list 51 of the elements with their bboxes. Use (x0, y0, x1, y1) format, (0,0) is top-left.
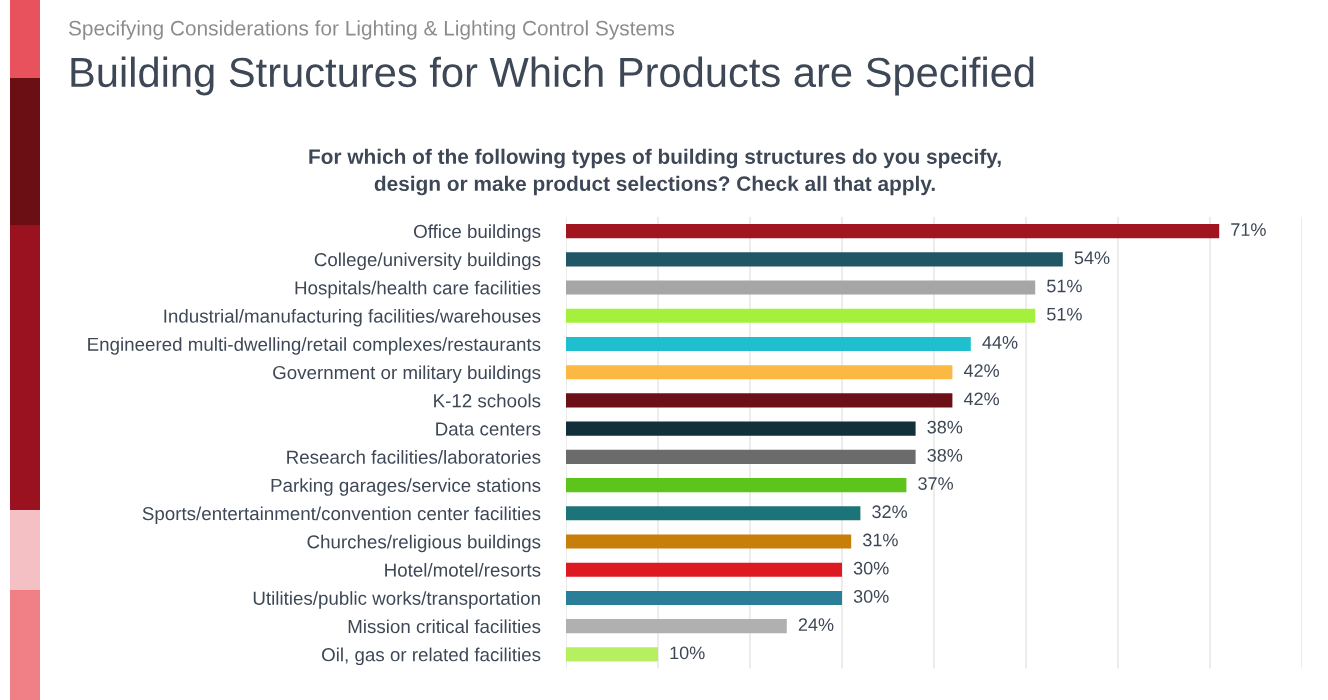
data-label: 32% (872, 505, 908, 519)
data-label: 38% (927, 448, 963, 462)
y-tick-label: Oil, gas or related facilities (322, 647, 541, 666)
bar (566, 224, 1220, 239)
bar (566, 308, 1036, 323)
y-tick-label: Sports/entertainment/convention center facilities (142, 506, 541, 524)
data-label: 42% (963, 392, 1000, 406)
bar (566, 506, 861, 521)
bar (566, 393, 953, 408)
data-label: 37% (918, 477, 954, 490)
y-tick-label: Parking garages/service stations (271, 478, 541, 496)
y-tick-label: College/university buildings (314, 252, 541, 271)
y-tick-label: Churches/religious buildings (307, 534, 541, 553)
bar (566, 449, 916, 464)
y-tick-label: Industrial/manufacturing facilities/warehouses (164, 308, 541, 327)
y-tick-label: Engineered multi-dwelling/retail complexes/restaurants (88, 337, 541, 355)
y-tick-label: Data centers (436, 422, 541, 436)
bar (566, 590, 842, 606)
data-label: 31% (863, 533, 898, 547)
y-tick-label: Mission critical facilities (348, 619, 541, 634)
data-label: 71% (1231, 223, 1266, 236)
y-tick-label: Hospitals/health care facilities (295, 280, 541, 299)
data-label: 30% (853, 590, 889, 603)
data-label: 38% (927, 420, 963, 434)
bar (566, 365, 953, 380)
data-label: 30% (853, 561, 889, 575)
bar (566, 252, 1063, 267)
data-label: 44% (982, 336, 1018, 349)
bar (566, 647, 658, 662)
data-label: 51% (1047, 279, 1082, 293)
bar (566, 534, 852, 549)
bar (566, 562, 842, 577)
bar (566, 421, 916, 436)
bar (566, 478, 907, 493)
bar (566, 336, 971, 352)
bar (566, 280, 1036, 295)
y-tick-label: K-12 schools (434, 393, 541, 408)
bar (566, 619, 787, 634)
chart-title: Building Structures for Which Products are Specified (71, 56, 1034, 96)
y-tick-label: Research facilities/laboratories (287, 450, 541, 464)
y-tick-label: Utilities/public works/transportation (253, 591, 540, 609)
chart-subtitle: For which of the following types of building structures do you specify, design or make product selections? Check all that apply. (309, 148, 1001, 196)
data-label: 10% (670, 646, 705, 660)
y-tick-label: Government or military buildings (273, 365, 541, 383)
text: Specifying Considerations for Lighting & Lighting Control Systems (68, 20, 675, 40)
data-label: 42% (963, 364, 1000, 377)
y-tick-label: Hotel/motel/resorts (385, 562, 541, 577)
data-label: 51% (1047, 307, 1082, 321)
data-label: 54% (1074, 251, 1110, 265)
y-tick-label: Office buildings (414, 224, 541, 242)
data-label: 24% (798, 618, 834, 631)
